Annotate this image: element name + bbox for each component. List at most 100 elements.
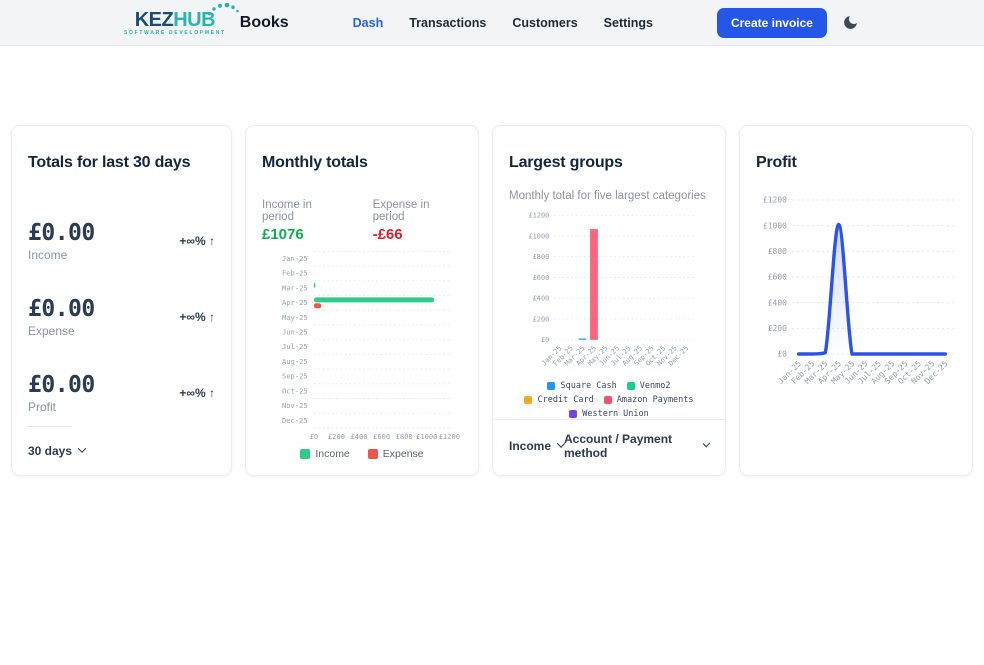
expense-label: Expense	[28, 323, 75, 338]
legend-item[interactable]: Western Union	[569, 409, 649, 419]
svg-text:Jan-25: Jan-25	[282, 254, 308, 263]
nav-item-settings[interactable]: Settings	[603, 15, 653, 30]
svg-text:£1200: £1200	[439, 432, 460, 441]
profit-card: Profit £0 £200 £400 £600 £800 £1000 £1200 Jan-2…	[739, 125, 973, 476]
svg-text:£600: £600	[533, 273, 550, 281]
group-by-filter-label: Account / Payment method	[564, 432, 673, 460]
legend-swatch-icon	[367, 449, 378, 459]
svg-text:Feb-25: Feb-25	[282, 268, 308, 277]
svg-text:£1000: £1000	[416, 432, 437, 441]
income-label: Income	[28, 247, 68, 262]
logo-part-hub: HUB	[173, 8, 216, 31]
footer-divider	[28, 426, 72, 427]
profit-delta: +∞% ↑	[179, 386, 215, 401]
svg-text:£600: £600	[373, 432, 390, 441]
legend-label: Square Cash	[560, 381, 617, 391]
app-title: Books	[239, 13, 289, 31]
legend-item[interactable]: Square Cash	[547, 381, 617, 391]
legend-swatch-icon	[300, 449, 311, 459]
svg-text:Mar-25: Mar-25	[282, 283, 308, 292]
legend-swatch-icon	[626, 382, 635, 390]
chevron-down-icon	[77, 444, 87, 453]
svg-text:£800: £800	[768, 247, 787, 256]
svg-text:£200: £200	[768, 324, 787, 333]
svg-text:Nov-25: Nov-25	[282, 401, 308, 410]
svg-text:£1000: £1000	[763, 221, 787, 230]
svg-text:May-25: May-25	[282, 312, 308, 321]
groups-legend: Square Cash Venmo2 Credit Card Amazon Payme…	[509, 381, 709, 419]
kezhub-logo[interactable]: KEZHUB SOFTWARE DEVELOPMENT	[124, 2, 239, 36]
totals-card-footer: 30 days	[28, 426, 215, 460]
svg-text:£200: £200	[328, 432, 345, 441]
range-label: 30 days	[28, 444, 73, 458]
expense-period-label: Expense in period	[372, 198, 430, 223]
svg-text:£1200: £1200	[763, 195, 787, 204]
svg-text:Aug-25: Aug-25	[282, 356, 308, 365]
income-period-value: £1076	[262, 225, 304, 243]
profit-card-title: Profit	[756, 154, 797, 172]
groups-card-title: Largest groups	[509, 154, 623, 172]
logo-tagline: SOFTWARE DEVELOPMENT	[124, 29, 226, 36]
svg-text:£400: £400	[350, 432, 367, 441]
nav-item-customers[interactable]: Customers	[512, 15, 578, 30]
income-delta: +∞% ↑	[179, 234, 215, 249]
chevron-down-icon	[702, 439, 711, 448]
nav-item-transactions[interactable]: Transactions	[409, 15, 487, 30]
svg-text:£800: £800	[533, 253, 550, 261]
totals-card: Totals for last 30 days £0.00 Income +∞%…	[11, 125, 232, 476]
legend-item[interactable]: Expense	[367, 448, 424, 460]
svg-text:Jun-25: Jun-25	[282, 327, 308, 336]
svg-text:£400: £400	[768, 298, 787, 307]
largest-groups-chart: £0£200£400£600£800£1000£1200Jan-25Feb-25…	[528, 211, 696, 367]
profit-stat-row: £0.00 Profit +∞% ↑	[28, 373, 215, 414]
legend-item[interactable]: Amazon Payments	[603, 395, 694, 405]
svg-text:£600: £600	[768, 272, 787, 281]
legend-label: Income	[315, 448, 350, 460]
svg-text:£0: £0	[541, 336, 549, 344]
legend-swatch-icon	[569, 410, 578, 418]
monthly-totals-chart: Jan-25 Feb-25 Mar-25 Apr-25 May-25 Jun-25 Jul-…	[282, 250, 460, 441]
svg-text:Dec-25: Dec-25	[282, 415, 308, 424]
legend-item[interactable]: Credit Card	[524, 395, 594, 405]
groups-card-footer: Income Account / Payment method	[493, 419, 725, 460]
range-selector[interactable]: 30 days	[28, 444, 87, 458]
legend-label: Expense	[382, 448, 424, 460]
income-stat-row: £0.00 Income +∞% ↑	[28, 220, 215, 262]
type-filter[interactable]: Income	[509, 439, 566, 453]
svg-text:Sep-25: Sep-25	[282, 371, 308, 380]
svg-text:Oct-25: Oct-25	[282, 386, 308, 395]
moon-icon[interactable]	[842, 14, 860, 32]
group-by-filter[interactable]: Account / Payment method	[564, 432, 711, 460]
profit-value: £0.00	[28, 371, 95, 398]
largest-groups-card: Largest groups Monthly total for five la…	[492, 125, 726, 476]
monthly-card-title: Monthly totals	[262, 154, 368, 172]
svg-text:£200: £200	[533, 315, 550, 323]
header-actions: Create invoice	[716, 7, 860, 38]
legend-swatch-icon	[547, 382, 556, 390]
svg-text:£400: £400	[533, 294, 550, 302]
monthly-legend: Income Expense	[262, 448, 462, 460]
legend-swatch-icon	[603, 396, 612, 404]
expense-delta: +∞% ↑	[179, 310, 215, 325]
svg-text:£1000: £1000	[528, 232, 549, 240]
top-bar: KEZHUB SOFTWARE DEVELOPMENT Books Dash T…	[0, 0, 984, 46]
income-period-label: Income in period	[262, 198, 312, 223]
legend-swatch-icon	[524, 396, 533, 404]
legend-item[interactable]: Income	[300, 448, 350, 460]
legend-label: Amazon Payments	[616, 395, 694, 405]
brand: KEZHUB SOFTWARE DEVELOPMENT Books	[124, 2, 289, 36]
logo-part-kez: KEZ	[134, 8, 174, 31]
expense-stat-row: £0.00 Expense +∞% ↑	[28, 297, 215, 338]
legend-item[interactable]: Venmo2	[626, 381, 671, 391]
groups-card-subtitle: Monthly total for five largest categorie…	[509, 189, 706, 202]
nav-item-dash[interactable]: Dash	[352, 15, 384, 30]
period-summary: Income in period £1076 Expense in period…	[262, 199, 462, 243]
logo-dots-icon	[206, 2, 240, 22]
type-filter-label: Income	[509, 439, 552, 453]
legend-label: Credit Card	[537, 395, 594, 405]
profit-chart: £0£200£400£600£800£1000£1200Jan-25Feb-25…	[763, 195, 956, 385]
svg-text:£0: £0	[310, 432, 319, 441]
svg-text:£800: £800	[396, 432, 413, 441]
create-invoice-button[interactable]: Create invoice	[716, 7, 827, 38]
monthly-totals-card: Monthly totals Income in period £1076 Ex…	[245, 125, 479, 476]
